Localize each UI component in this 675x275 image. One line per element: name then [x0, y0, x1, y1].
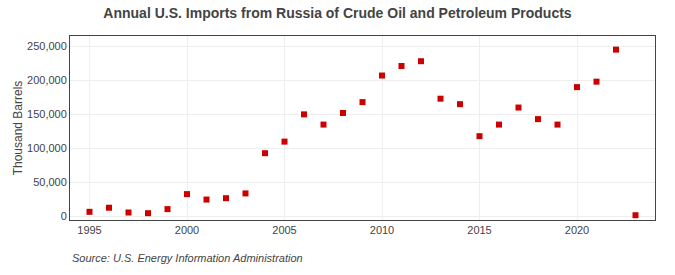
- svg-text:100,000: 100,000: [27, 142, 67, 154]
- svg-text:2005: 2005: [272, 224, 296, 236]
- svg-text:Source: U.S. Energy Informatio: Source: U.S. Energy Information Administ…: [72, 252, 303, 264]
- svg-text:2000: 2000: [175, 224, 199, 236]
- svg-text:150,000: 150,000: [27, 108, 67, 120]
- svg-text:0: 0: [61, 210, 67, 222]
- svg-text:Thousand Barrels: Thousand Barrels: [11, 81, 25, 176]
- svg-text:2010: 2010: [370, 224, 394, 236]
- svg-text:1995: 1995: [77, 224, 101, 236]
- svg-text:50,000: 50,000: [33, 176, 67, 188]
- svg-text:250,000: 250,000: [27, 40, 67, 52]
- svg-text:Annual U.S. Imports from Russi: Annual U.S. Imports from Russia of Crude…: [103, 5, 571, 21]
- svg-text:2020: 2020: [565, 224, 589, 236]
- svg-text:2015: 2015: [467, 224, 491, 236]
- svg-text:200,000: 200,000: [27, 74, 67, 86]
